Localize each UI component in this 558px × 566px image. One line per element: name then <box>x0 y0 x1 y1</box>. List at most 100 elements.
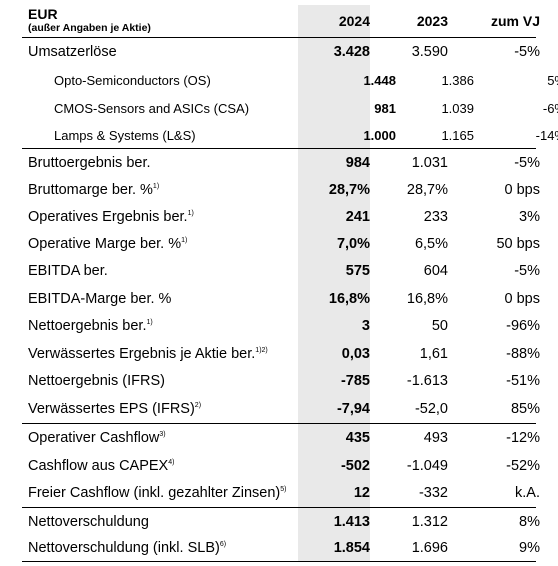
table-row: Umsatzerlöse 3.428 3.590 -5% <box>22 38 540 66</box>
value-2023: 50 <box>431 318 448 334</box>
table-row: Verwässertes EPS (IFRS)2) -7,94 -52,0 85… <box>22 395 540 423</box>
currency-subtitle: (außer Angaben je Aktie) <box>28 22 151 34</box>
table-row: Nettoverschuldung (inkl. SLB)6) 1.854 1.… <box>22 535 540 561</box>
value-2024: 575 <box>345 263 370 279</box>
value-2024: -502 <box>340 457 370 474</box>
value-change: 3% <box>519 208 540 225</box>
row-label: Operativer Cashflow3) <box>28 430 166 446</box>
value-2024: 1.448 <box>363 72 396 88</box>
value-2024: 1.413 <box>333 513 370 530</box>
value-2023: -1.049 <box>406 457 448 474</box>
value-2024: 3 <box>361 318 370 334</box>
footnote-marker: 6) <box>219 541 227 549</box>
value-2024: 984 <box>345 154 370 171</box>
value-change: -51% <box>506 373 540 389</box>
value-change: 9% <box>519 540 540 556</box>
row-label: Verwässertes EPS (IFRS)2) <box>28 401 202 417</box>
value-change: -14% <box>535 127 558 143</box>
row-label: Bruttomarge ber. %1) <box>28 181 160 198</box>
row-label: Nettoergebnis ber.1) <box>28 318 153 334</box>
section-separator <box>22 423 536 424</box>
value-change: 0 bps <box>504 290 540 307</box>
table-row: Bruttomarge ber. %1) 28,7% 28,7% 0 bps <box>22 176 540 203</box>
value-2024: 3.428 <box>333 44 370 60</box>
value-2023: -52,0 <box>414 401 448 417</box>
value-change: -6% <box>542 100 558 116</box>
value-2023: 233 <box>423 208 448 225</box>
value-2023: 1.386 <box>441 72 474 88</box>
table-row: Nettoverschuldung 1.413 1.312 8% <box>22 508 540 535</box>
row-label: Umsatzerlöse <box>28 44 117 60</box>
value-change: -5% <box>514 44 540 60</box>
table-row: CMOS-Sensors and ASICs (CSA) 981 1.039 -… <box>22 94 558 122</box>
footnote-marker: 3) <box>159 431 166 439</box>
value-2024: -7,94 <box>336 401 370 417</box>
value-2023: 493 <box>423 430 448 446</box>
value-2023: 28,7% <box>406 181 448 198</box>
value-2023: 1.696 <box>411 540 448 556</box>
table-row: Operatives Ergebnis ber.1) 241 233 3% <box>22 203 540 230</box>
row-label: Opto-Semiconductors (OS) <box>54 72 211 88</box>
header-change: zum VJ <box>490 13 540 29</box>
footnote-marker: 4) <box>168 458 175 466</box>
table-row: Bruttoergebnis ber. 984 1.031 -5% <box>22 149 540 176</box>
footnote-marker: 1) <box>146 319 153 327</box>
section-separator <box>22 148 536 149</box>
value-2023: 16,8% <box>406 290 448 307</box>
value-change: k.A. <box>515 485 540 501</box>
currency-title: EUR <box>28 6 58 22</box>
row-label: Verwässertes Ergebnis je Aktie ber.1)2) <box>28 345 268 362</box>
value-2023: 3.590 <box>411 44 448 60</box>
row-label: CMOS-Sensors and ASICs (CSA) <box>54 100 250 116</box>
table-row: Cashflow aus CAPEX4) -502 -1.049 -52% <box>22 452 540 479</box>
table-row: Freier Cashflow (inkl. gezahlter Zinsen)… <box>22 479 540 507</box>
value-2023: 604 <box>423 263 448 279</box>
table-row: Operative Marge ber. %1) 7,0% 6,5% 50 bp… <box>22 230 540 257</box>
table-row: Opto-Semiconductors (OS) 1.448 1.386 5% <box>22 66 558 94</box>
row-label: Freier Cashflow (inkl. gezahlter Zinsen)… <box>28 485 287 501</box>
value-change: -5% <box>514 263 540 279</box>
row-label: EBITDA-Marge ber. % <box>28 290 172 307</box>
value-2023: 1.165 <box>441 127 474 143</box>
value-2024: 1.854 <box>333 540 370 556</box>
bottom-separator <box>22 561 536 562</box>
value-2023: 1.039 <box>441 100 474 116</box>
value-2023: -332 <box>418 485 448 501</box>
table-row: EBITDA-Marge ber. % 16,8% 16,8% 0 bps <box>22 285 540 312</box>
footnote-marker: 1) <box>187 209 194 217</box>
value-2023: 6,5% <box>414 235 448 252</box>
value-2024: 241 <box>345 208 370 225</box>
footnote-marker: 5) <box>280 486 287 494</box>
header-2023: 2023 <box>416 13 448 29</box>
row-label: EBITDA ber. <box>28 263 108 279</box>
value-2024: 0,03 <box>341 345 370 362</box>
value-2023: -1.613 <box>406 373 448 389</box>
header-row: 2024 2023 zum VJ <box>22 10 540 32</box>
row-label: Operative Marge ber. %1) <box>28 235 188 252</box>
value-2024: -785 <box>340 373 370 389</box>
header-separator <box>22 37 536 38</box>
footnote-marker: 1) <box>181 236 188 244</box>
value-change: -52% <box>506 457 540 474</box>
table-row: EBITDA ber. 575 604 -5% <box>22 257 540 285</box>
value-change: -88% <box>506 345 540 362</box>
row-label: Operatives Ergebnis ber.1) <box>28 208 194 225</box>
column-2024-highlight <box>298 5 370 561</box>
value-2024: 1.000 <box>363 127 396 143</box>
value-2024: 7,0% <box>336 235 370 252</box>
value-change: -96% <box>506 318 540 334</box>
value-2024: 981 <box>374 100 396 116</box>
row-label: Nettoverschuldung (inkl. SLB)6) <box>28 540 227 556</box>
row-label: Cashflow aus CAPEX4) <box>28 457 175 474</box>
row-label: Nettoergebnis (IFRS) <box>28 373 165 389</box>
value-change: 85% <box>510 401 540 417</box>
footnote-marker: 1)2) <box>255 346 268 354</box>
row-label: Lamps & Systems (L&S) <box>54 127 196 143</box>
table-row: Nettoergebnis ber.1) 3 50 -96% <box>22 312 540 340</box>
value-2024: 435 <box>345 430 370 446</box>
table-row: Lamps & Systems (L&S) 1.000 1.165 -14% <box>22 122 558 148</box>
value-2023: 1.031 <box>411 154 448 171</box>
value-change: -5% <box>514 154 540 171</box>
footnote-marker: 1) <box>152 182 160 190</box>
